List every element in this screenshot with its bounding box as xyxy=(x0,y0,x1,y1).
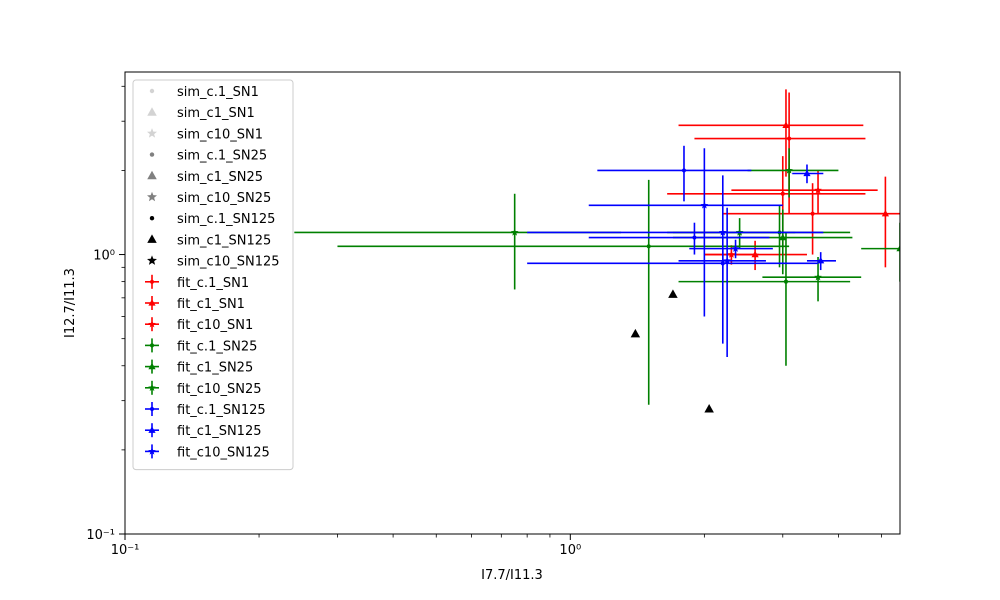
legend-item: fit_c10_SN125 xyxy=(145,444,270,460)
legend-marker xyxy=(148,383,156,392)
legend-label: fit_c1_SN1 xyxy=(177,297,245,312)
legend-label: sim_c.1_SN25 xyxy=(177,149,267,164)
legend: sim_c.1_SN1 sim_c1_SN1 sim_c10_SN1 sim_c.1_… xyxy=(132,79,294,471)
legend-marker xyxy=(147,128,157,138)
series-sim_c1_SN125 xyxy=(630,289,714,413)
y-axis-title: I12.7/I11.3 xyxy=(63,268,78,338)
legend-label: fit_c10_SN25 xyxy=(177,382,262,397)
legend-item: fit_c.1_SN1 xyxy=(145,274,249,291)
legend-marker xyxy=(148,447,156,455)
legend-label: sim_c1_SN25 xyxy=(177,170,263,185)
legend-item: fit_c.1_SN125 xyxy=(145,402,266,418)
legend-label: fit_c.1_SN1 xyxy=(177,276,249,291)
legend-marker xyxy=(147,234,157,243)
legend-label: sim_c1_SN1 xyxy=(177,106,255,121)
legend-marker xyxy=(147,191,157,202)
x-tick-label: 10⁰ xyxy=(559,543,581,558)
data-point xyxy=(814,273,822,281)
legend-label: fit_c10_SN1 xyxy=(177,318,253,333)
legend-frame xyxy=(132,79,294,471)
legend-item: fit_c10_SN1 xyxy=(145,317,253,333)
legend-label: fit_c.1_SN25 xyxy=(177,339,257,354)
legend-marker xyxy=(148,320,156,328)
data-point xyxy=(646,244,651,249)
x-axis-title: I7.7/I11.3 xyxy=(481,568,543,583)
data-point xyxy=(700,201,709,209)
plot-area: 10⁻¹ 10⁰ 10⁻¹ 10⁰ xyxy=(86,71,901,558)
data-point xyxy=(668,289,678,298)
data-point xyxy=(719,228,727,236)
data-point xyxy=(881,209,890,217)
y-tick-label: 10⁰ xyxy=(93,249,115,264)
legend-marker xyxy=(148,299,156,306)
data-point xyxy=(692,235,697,240)
legend-item: fit_c.1_SN25 xyxy=(145,338,257,354)
data-point xyxy=(731,244,740,252)
legend-marker xyxy=(147,255,157,265)
legend-item: sim_c1_SN1 xyxy=(147,106,255,121)
data-point xyxy=(723,256,731,264)
legend-label: fit_c.1_SN125 xyxy=(177,403,266,418)
data-point xyxy=(817,256,825,264)
legend-item: sim_c1_SN125 xyxy=(147,233,271,248)
data-point xyxy=(810,211,815,216)
data-point xyxy=(814,186,822,194)
legend-label: sim_c10_SN1 xyxy=(177,127,263,142)
legend-item: sim_c10_SN125 xyxy=(147,255,280,270)
legend-item: fit_c1_SN125 xyxy=(145,423,262,439)
series-fit_c1_SN125 xyxy=(792,164,836,271)
legend-item: sim_c.1_SN125 xyxy=(149,212,275,227)
legend-label: fit_c10_SN125 xyxy=(177,445,270,460)
legend-item: sim_c.1_SN1 xyxy=(149,85,259,100)
legend-item: sim_c1_SN25 xyxy=(147,170,263,185)
legend-item: fit_c1_SN1 xyxy=(145,296,245,312)
legend-item: sim_c.1_SN25 xyxy=(149,149,267,164)
legend-marker xyxy=(148,426,156,433)
axes-frame xyxy=(124,71,901,535)
legend-marker xyxy=(149,152,155,157)
data-point xyxy=(785,166,793,174)
legend-item: sim_c10_SN1 xyxy=(147,127,263,142)
legend-marker xyxy=(149,88,155,94)
legend-marker xyxy=(149,279,155,284)
data-point xyxy=(787,136,792,141)
legend-marker xyxy=(149,343,155,348)
data-point xyxy=(896,244,900,252)
legend-item: fit_c10_SN25 xyxy=(145,380,262,397)
data-point xyxy=(704,404,714,413)
data-point xyxy=(803,169,811,177)
legend-label: fit_c1_SN125 xyxy=(177,424,262,439)
data-point xyxy=(681,168,687,173)
legend-marker xyxy=(149,406,155,412)
legend-marker xyxy=(148,362,156,370)
data-point xyxy=(782,121,790,128)
data-point xyxy=(727,250,736,258)
x-tick-label: 10⁻¹ xyxy=(111,543,140,558)
series-fit_c10_SN125 xyxy=(527,148,824,357)
legend-marker xyxy=(147,170,157,180)
data-point xyxy=(780,191,785,196)
legend-marker xyxy=(147,107,157,116)
data-point xyxy=(779,233,787,241)
legend-label: fit_c1_SN25 xyxy=(177,361,253,376)
legend-label: sim_c10_SN25 xyxy=(177,191,271,206)
y-tick-label: 10⁻¹ xyxy=(86,528,115,543)
legend-label: sim_c1_SN125 xyxy=(177,233,271,248)
legend-label: sim_c.1_SN125 xyxy=(177,212,275,227)
legend-item: sim_c10_SN25 xyxy=(147,191,271,206)
legend-marker xyxy=(149,216,155,221)
data-point xyxy=(630,328,641,338)
data-point xyxy=(783,279,789,284)
legend-label: sim_c.1_SN1 xyxy=(177,85,259,100)
data-layer xyxy=(294,89,900,413)
legend-item: fit_c1_SN25 xyxy=(145,359,253,376)
legend-label: sim_c10_SN125 xyxy=(177,255,280,270)
data-point xyxy=(510,228,519,236)
